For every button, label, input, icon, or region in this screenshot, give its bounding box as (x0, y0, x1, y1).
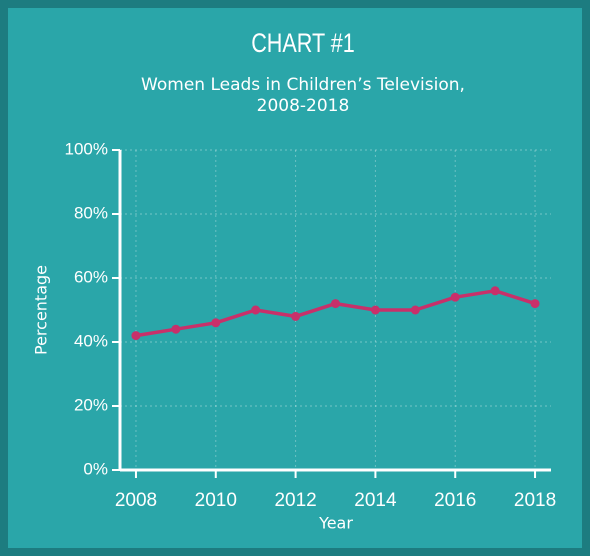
point (530, 299, 540, 309)
x-tick-label: 2010 (195, 490, 237, 511)
y-tick-label: 80% (74, 203, 108, 222)
y-tick-label: 60% (74, 267, 108, 286)
y-tick-label: 20% (74, 395, 108, 414)
chart-title: CHART #1 (251, 29, 355, 59)
x-tick-label: 2016 (434, 490, 476, 511)
x-tick-label: 2018 (514, 490, 556, 511)
x-tick-label: 2012 (274, 490, 316, 511)
point (490, 286, 500, 296)
chart-subtitle: Women Leads in Children’s Television, (141, 75, 465, 95)
point (211, 318, 221, 328)
point (370, 305, 380, 315)
background (8, 8, 582, 548)
y-axis-label: Percentage (32, 265, 51, 355)
point (131, 331, 141, 341)
y-tick-label: 100% (65, 139, 108, 158)
point (291, 311, 301, 321)
x-axis-label: Year (318, 514, 353, 533)
y-tick-label: 40% (74, 331, 108, 350)
point (251, 305, 261, 315)
x-tick-label: 2008 (115, 490, 157, 511)
point (410, 305, 420, 315)
y-tick-label: 0% (83, 459, 108, 478)
point (450, 292, 460, 302)
x-tick-label: 2014 (354, 490, 397, 511)
point (171, 324, 181, 334)
chart-subtitle: 2008-2018 (257, 96, 350, 116)
point (331, 299, 340, 309)
